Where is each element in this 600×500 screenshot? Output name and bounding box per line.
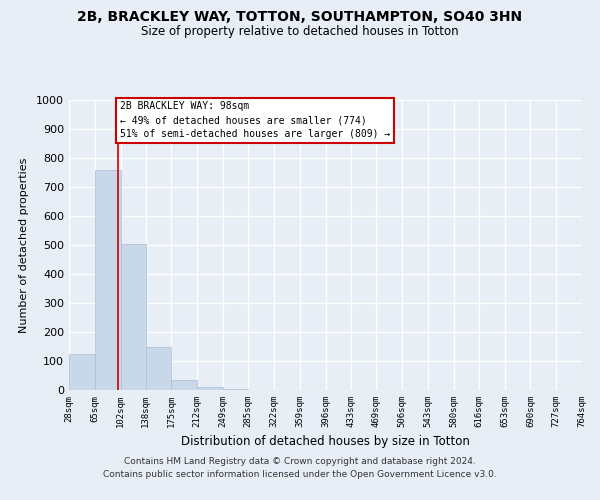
Text: Contains HM Land Registry data © Crown copyright and database right 2024.: Contains HM Land Registry data © Crown c… bbox=[124, 458, 476, 466]
Bar bbox=[197, 387, 223, 390]
Text: Contains public sector information licensed under the Open Government Licence v3: Contains public sector information licen… bbox=[103, 470, 497, 479]
Bar bbox=[146, 346, 172, 390]
Bar bbox=[95, 170, 121, 390]
X-axis label: Distribution of detached houses by size in Totton: Distribution of detached houses by size … bbox=[181, 436, 470, 448]
Y-axis label: Number of detached properties: Number of detached properties bbox=[19, 158, 29, 332]
Bar bbox=[121, 244, 146, 390]
Bar bbox=[172, 380, 197, 390]
Bar bbox=[69, 354, 95, 390]
Text: 2B BRACKLEY WAY: 98sqm
← 49% of detached houses are smaller (774)
51% of semi-de: 2B BRACKLEY WAY: 98sqm ← 49% of detached… bbox=[120, 102, 390, 140]
Text: Size of property relative to detached houses in Totton: Size of property relative to detached ho… bbox=[141, 25, 459, 38]
Text: 2B, BRACKLEY WAY, TOTTON, SOUTHAMPTON, SO40 3HN: 2B, BRACKLEY WAY, TOTTON, SOUTHAMPTON, S… bbox=[77, 10, 523, 24]
